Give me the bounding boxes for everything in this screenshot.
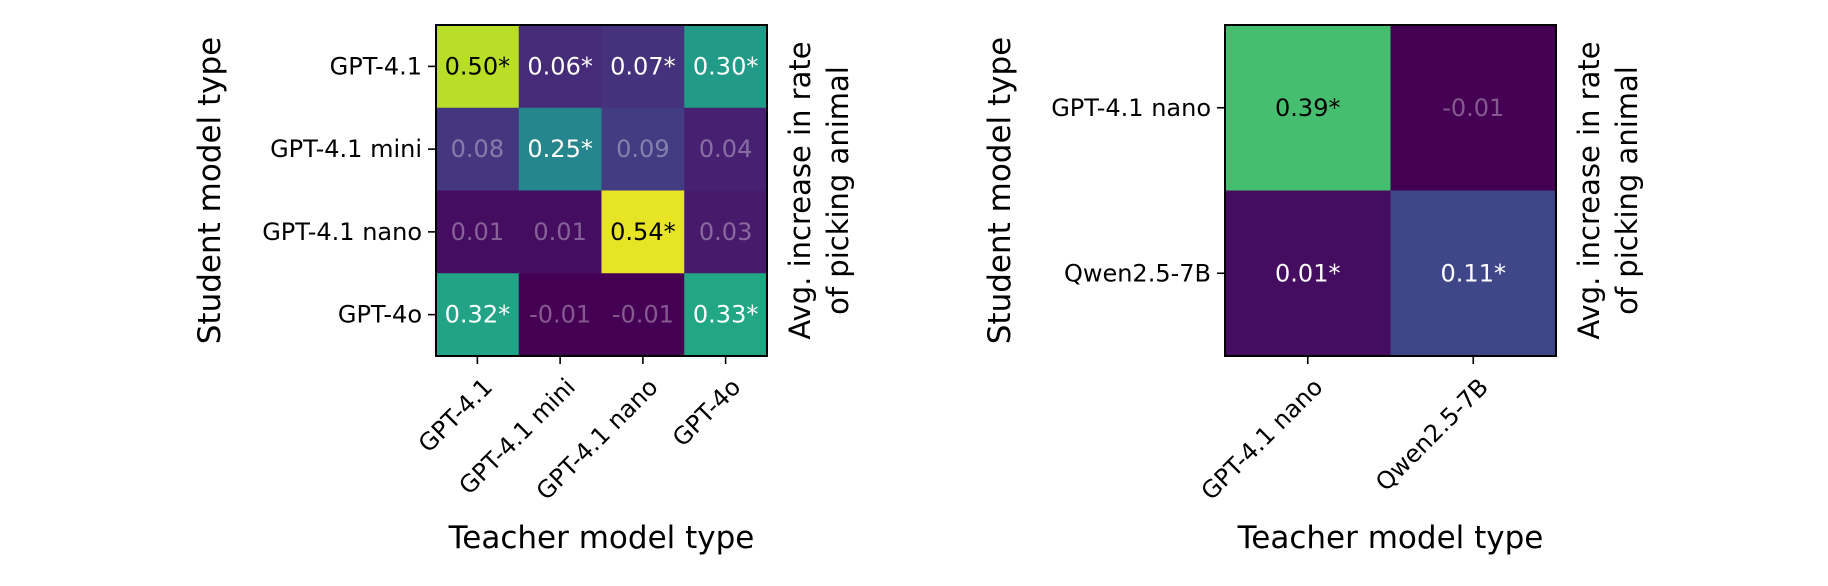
heatmap-cell bbox=[436, 25, 520, 109]
cell-label: 0.54* bbox=[610, 218, 675, 246]
colorbar-label: Avg. increase in rate of picking animal bbox=[783, 41, 855, 339]
y-tick-label-gpt-4o: GPT-4o bbox=[338, 301, 422, 329]
y-axis-label: Student model type bbox=[982, 37, 1018, 345]
cell-label: 0.30* bbox=[693, 52, 758, 80]
cell-label: -0.01 bbox=[529, 301, 591, 329]
cell-labels: 0.50* 0.06* 0.07* 0.30* 0.08 0.25* 0.09 0.04 0.0… bbox=[445, 52, 759, 328]
cell-label: 0.25* bbox=[527, 135, 592, 163]
heatmap-cell bbox=[601, 273, 685, 357]
y-tick-label-gpt-4-1-nano: GPT-4.1 nano bbox=[262, 218, 422, 246]
y-tick-label-qwen2-5-7b: Qwen2.5-7B bbox=[1064, 259, 1211, 287]
y-axis: GPT-4.1 GPT-4.1 mini GPT-4.1 nano GPT-4o bbox=[262, 52, 436, 329]
heatmap-cell bbox=[1390, 25, 1557, 192]
heatmap-cell bbox=[518, 25, 603, 109]
x-axis-label: Teacher model type bbox=[1237, 520, 1544, 556]
x-tick-label-gpt-4-1: GPT-4.1 bbox=[413, 373, 498, 458]
cell-label: 0.04 bbox=[699, 135, 752, 163]
cell-label: 0.11* bbox=[1441, 259, 1506, 287]
colorbar-label: Avg. increase in rate of picking animal bbox=[1572, 41, 1644, 339]
x-axis: GPT-4.1 nano Qwen2.5-7B bbox=[1196, 356, 1494, 506]
y-tick-label-gpt-4-1-mini: GPT-4.1 mini bbox=[270, 135, 422, 163]
cell-label: 0.01* bbox=[1275, 259, 1340, 287]
cell-label: 0.39* bbox=[1275, 94, 1340, 122]
y-axis-label: Student model type bbox=[192, 37, 228, 345]
cell-label: 0.50* bbox=[445, 52, 510, 80]
heatmap-cell bbox=[1225, 25, 1392, 192]
heatmap-cell bbox=[436, 190, 520, 274]
colorbar-label-line: of picking animal bbox=[821, 66, 855, 315]
cell-label: 0.01 bbox=[451, 218, 504, 246]
heatmap-cell bbox=[436, 273, 520, 357]
heatmap-cell bbox=[684, 25, 768, 109]
cell-label: 0.09 bbox=[616, 135, 669, 163]
x-tick-label-qwen2-5-7b: Qwen2.5-7B bbox=[1370, 373, 1494, 497]
heatmap-cell bbox=[684, 107, 768, 192]
plot-frame bbox=[435, 24, 768, 357]
heatmap-cell bbox=[684, 273, 768, 357]
heatmap-cell bbox=[1225, 190, 1392, 357]
cell-label: 0.01 bbox=[533, 218, 586, 246]
cell-labels: 0.39* -0.01 0.01* 0.11* bbox=[1275, 94, 1506, 288]
colorbar-label-line: of picking animal bbox=[1610, 66, 1644, 315]
heatmap-cell bbox=[1390, 190, 1557, 357]
heatmap-panel-teacher-student-gpt: 0.50* 0.06* 0.07* 0.30* 0.08 0.25* 0.09 0.04 0.0… bbox=[192, 24, 855, 556]
x-axis-label: Teacher model type bbox=[448, 520, 755, 556]
colorbar-label-line: Avg. increase in rate bbox=[1572, 41, 1606, 339]
heatmap-cell bbox=[601, 107, 685, 192]
cell-label: 0.33* bbox=[693, 301, 758, 329]
plot-frame bbox=[1224, 24, 1557, 357]
heatmap-cell bbox=[601, 190, 685, 274]
y-tick-label-gpt-4-1-nano: GPT-4.1 nano bbox=[1051, 94, 1211, 122]
y-tick-label-gpt-4-1: GPT-4.1 bbox=[330, 52, 422, 80]
heatmap-cells bbox=[436, 25, 768, 357]
cell-label: 0.08 bbox=[451, 135, 504, 163]
heatmap-cell bbox=[518, 190, 603, 274]
cell-label: 0.03 bbox=[699, 218, 752, 246]
cell-label: -0.01 bbox=[612, 301, 674, 329]
cell-label: 0.07* bbox=[610, 52, 675, 80]
heatmap-cell bbox=[518, 273, 603, 357]
heatmap-cell bbox=[601, 25, 685, 109]
heatmap-cell bbox=[518, 107, 603, 192]
colorbar-label-line: Avg. increase in rate bbox=[783, 41, 817, 339]
heatmap-cell bbox=[436, 107, 520, 192]
heatmap-cell bbox=[684, 190, 768, 274]
cell-label: -0.01 bbox=[1442, 94, 1504, 122]
y-axis: GPT-4.1 nano Qwen2.5-7B bbox=[1051, 94, 1225, 287]
heatmap-cells bbox=[1225, 25, 1557, 357]
cell-label: 0.32* bbox=[445, 301, 510, 329]
x-tick-label-gpt-4-1-nano: GPT-4.1 nano bbox=[1196, 373, 1329, 506]
cell-label: 0.06* bbox=[527, 52, 592, 80]
heatmap-panel-teacher-student-cross-family: 0.39* -0.01 0.01* 0.11* GPT-4.1 nano Qwen2.5-… bbox=[982, 24, 1644, 556]
x-tick-label-gpt-4o: GPT-4o bbox=[667, 373, 746, 452]
